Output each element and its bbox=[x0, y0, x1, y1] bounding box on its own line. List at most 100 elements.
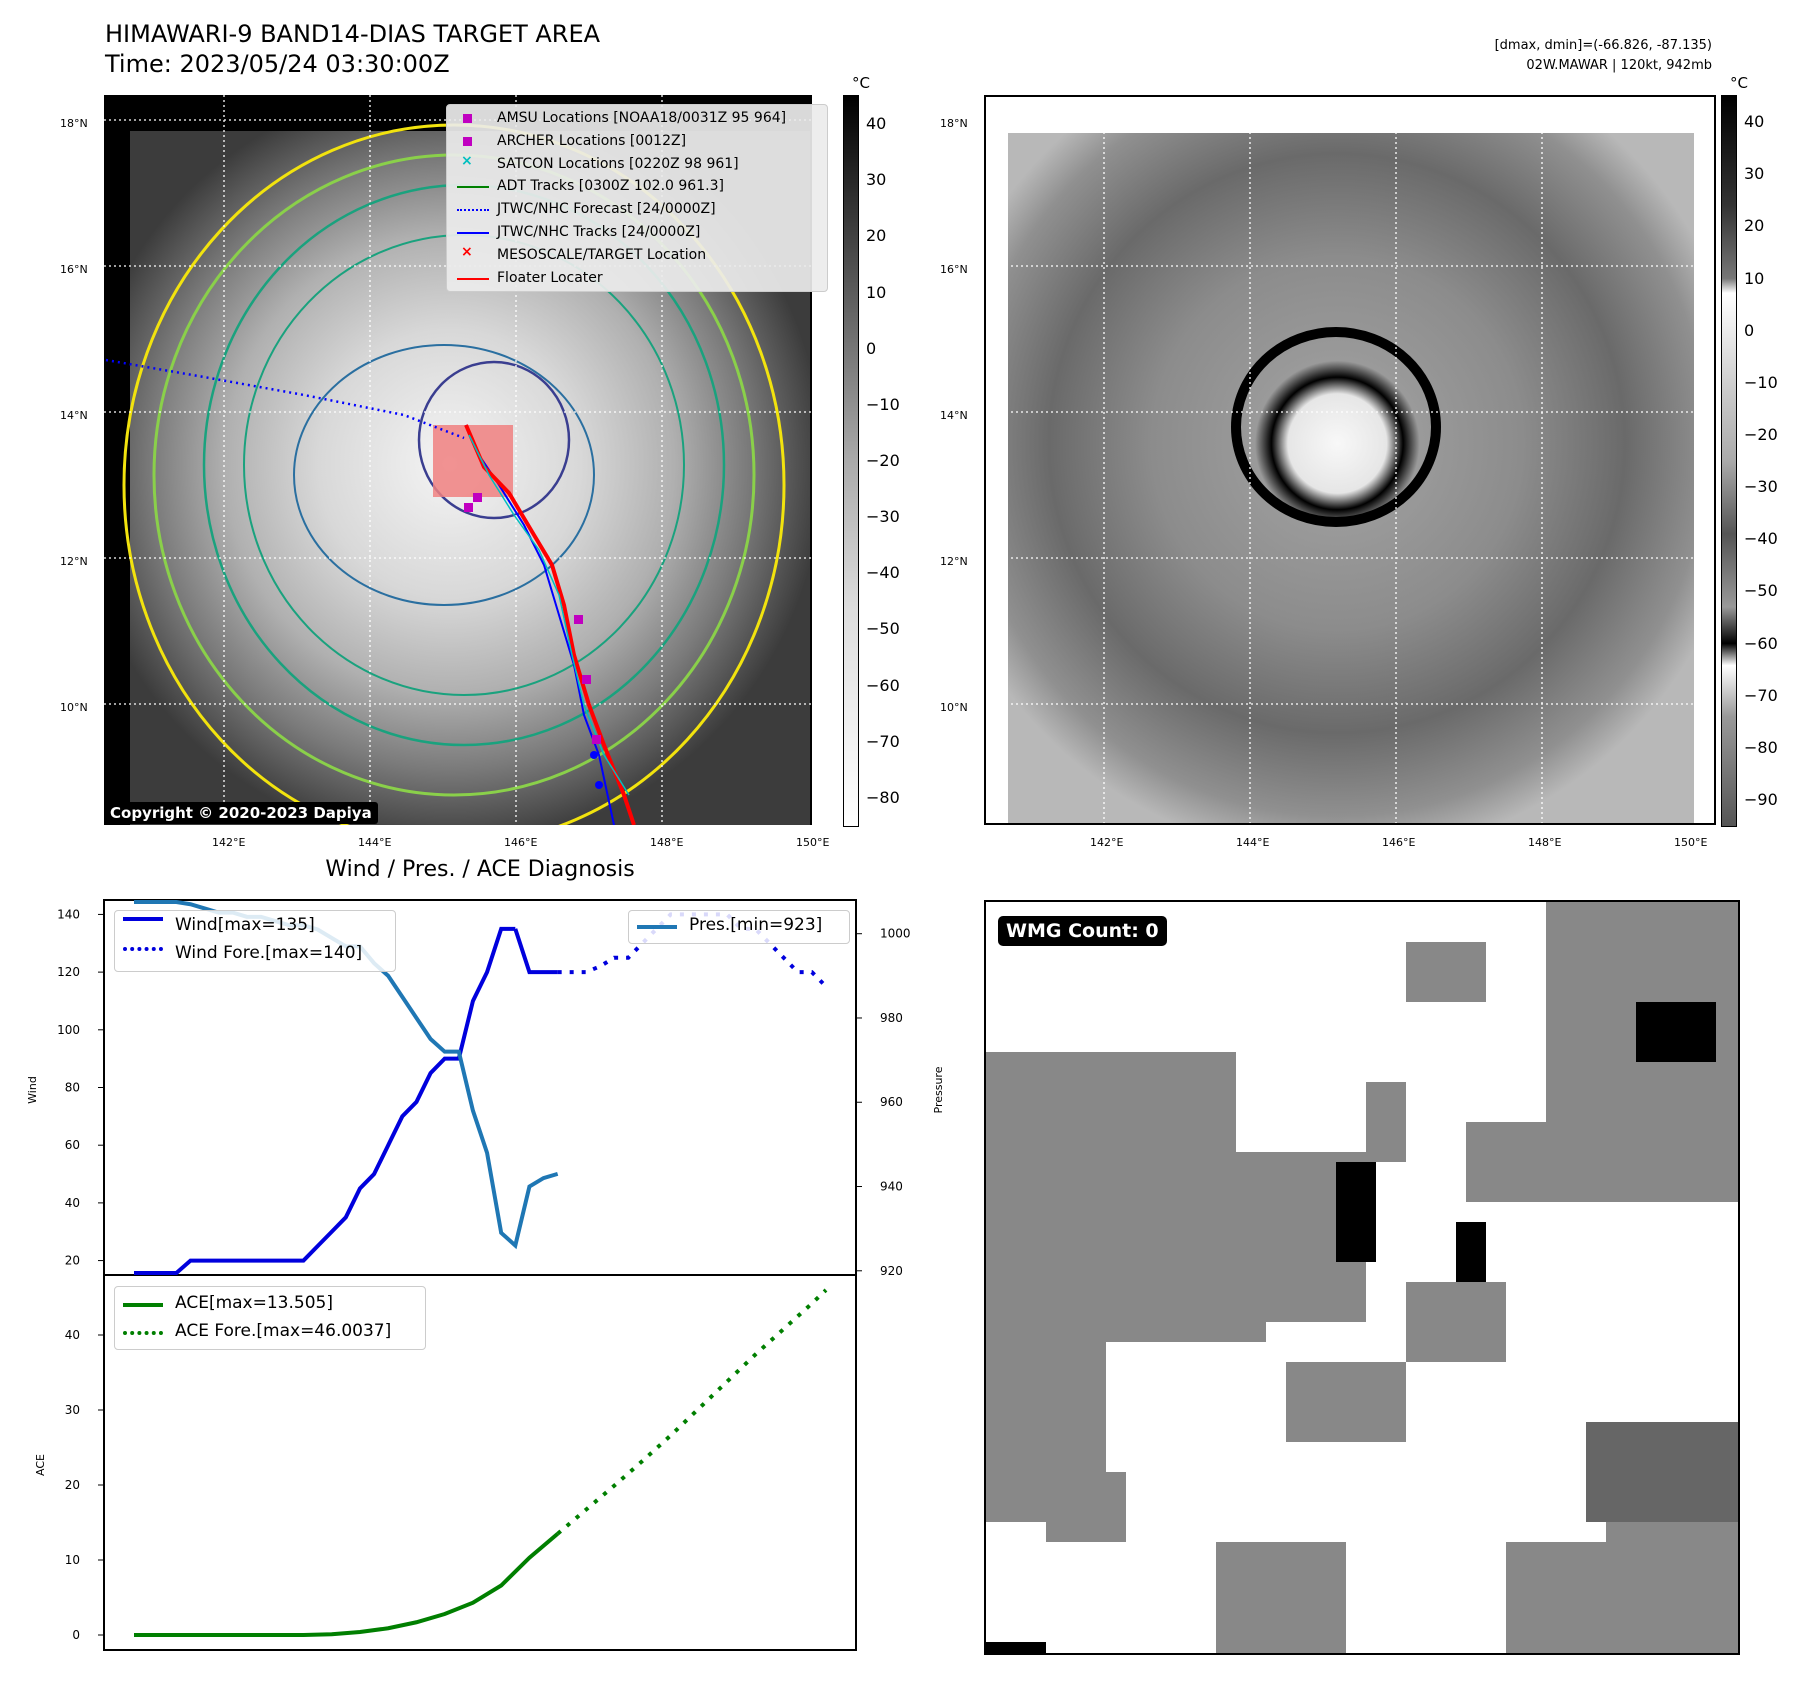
wmg-cell bbox=[1216, 1542, 1346, 1653]
legend-entry: Floater Locater bbox=[447, 269, 825, 289]
legend-entry: ARCHER Locations [0012Z] bbox=[447, 132, 825, 152]
legend-marker bbox=[457, 186, 489, 189]
stats-line-1: [dmax, dmin]=(-66.826, -87.135) bbox=[1494, 38, 1712, 53]
track-point bbox=[595, 781, 603, 789]
series-line bbox=[134, 926, 516, 1275]
colorbar-tick: −20 bbox=[1744, 424, 1778, 444]
legend-label-pres: Pres.[min=923] bbox=[689, 915, 823, 935]
colorbar-tick: 10 bbox=[1744, 268, 1765, 288]
map-legend: AMSU Locations [NOAA18/0031Z 95 964] ARCH… bbox=[446, 104, 828, 292]
lat-label: 10°N bbox=[60, 701, 88, 714]
lat-label: 14°N bbox=[940, 409, 968, 422]
pres-ytick-label: 1000 bbox=[880, 927, 911, 941]
ace-frame bbox=[103, 1274, 857, 1651]
series-line bbox=[513, 928, 558, 975]
pres-ytick-label: 980 bbox=[880, 1011, 903, 1025]
wmg-cell bbox=[1046, 1472, 1126, 1542]
legend-marker: × bbox=[461, 152, 473, 169]
wind-legend: Wind[max=135] Wind Fore.[max=140] bbox=[114, 910, 396, 972]
colorbar-tick: 40 bbox=[1744, 112, 1765, 132]
legend-label-ace-fore: ACE Fore.[max=46.0037] bbox=[175, 1321, 392, 1341]
legend-swatch-ace bbox=[123, 1303, 163, 1307]
pressure-axis-label: Pressure bbox=[932, 1066, 945, 1113]
lat-label: 16°N bbox=[60, 263, 88, 276]
legend-entry: JTWC/NHC Forecast [24/0000Z] bbox=[447, 200, 825, 220]
lon-label: 142°E bbox=[1090, 836, 1124, 849]
colorbar-tick: 30 bbox=[1744, 164, 1765, 184]
colorbar-tick: 0 bbox=[866, 338, 877, 358]
legend-marker bbox=[463, 136, 472, 146]
legend-label: MESOSCALE/TARGET Location bbox=[497, 246, 707, 263]
jtwc-forecast-track bbox=[105, 358, 465, 440]
lon-label: 150°E bbox=[1674, 836, 1708, 849]
ace-ytick-label: 0 bbox=[72, 1628, 80, 1642]
track-point bbox=[590, 751, 598, 759]
floater-track bbox=[464, 424, 636, 826]
legend-swatch-ace-fore bbox=[123, 1331, 163, 1335]
wind-ytick-label: 40 bbox=[65, 1196, 80, 1210]
wmg-cell bbox=[1506, 1542, 1686, 1653]
lon-label: 150°E bbox=[796, 836, 830, 849]
wmg-count-badge: WMG Count: 0 bbox=[998, 916, 1167, 946]
contour-ring bbox=[293, 344, 595, 606]
lat-label: 14°N bbox=[60, 409, 88, 422]
contour-ring bbox=[417, 360, 571, 520]
legend-label: AMSU Locations [NOAA18/0031Z 95 964] bbox=[497, 110, 787, 126]
legend-marker bbox=[457, 277, 489, 280]
wind-ytick-label: 20 bbox=[65, 1254, 80, 1268]
amsu-markers bbox=[464, 493, 601, 744]
colorbar-tick: −30 bbox=[866, 507, 900, 527]
colorbar-tick: 30 bbox=[866, 170, 887, 190]
lon-label: 146°E bbox=[504, 836, 538, 849]
colorbar-left bbox=[843, 95, 859, 827]
pres-ytick-label: 940 bbox=[880, 1180, 903, 1194]
colorbar-tick: −50 bbox=[1744, 581, 1778, 601]
wind-ytick-label: 60 bbox=[65, 1138, 80, 1152]
diagnosis-title: Wind / Pres. / ACE Diagnosis bbox=[325, 857, 635, 882]
series-line bbox=[134, 1532, 559, 1637]
wmg-panel: WMG Count: 0 bbox=[984, 900, 1740, 1655]
amsu-marker bbox=[574, 615, 583, 624]
ace-ytick-label: 20 bbox=[65, 1478, 80, 1492]
colorbar-tick: −10 bbox=[866, 394, 900, 414]
diagnosis-chart: 20 40 60 80 100 120 140 920 940 960 980 1000 0 10 20 30… bbox=[26, 899, 945, 1651]
wmg-cell-black bbox=[1456, 1222, 1486, 1282]
ir-map-right bbox=[984, 95, 1716, 827]
legend-entry: × SATCON Locations [0220Z 98 961] bbox=[447, 152, 825, 175]
lat-label: 12°N bbox=[60, 555, 88, 568]
legend-label: Floater Locater bbox=[497, 269, 603, 286]
legend-entry: × MESOSCALE/TARGET Location bbox=[447, 243, 825, 266]
legend-label: SATCON Locations [0220Z 98 961] bbox=[497, 155, 739, 172]
lon-label: 144°E bbox=[1236, 836, 1270, 849]
pressure-legend: Pres.[min=923] bbox=[628, 910, 850, 944]
amsu-marker bbox=[582, 675, 591, 684]
wind-ytick-label: 140 bbox=[57, 907, 80, 921]
amsu-marker bbox=[464, 503, 473, 512]
colorbar-unit: °C bbox=[852, 74, 870, 92]
pres-ytick-label: 920 bbox=[880, 1264, 903, 1278]
lat-label: 12°N bbox=[940, 555, 968, 568]
legend-label-wind: Wind[max=135] bbox=[175, 915, 315, 935]
stats-line-2: 02W.MAWAR | 120kt, 942mb bbox=[1526, 58, 1712, 73]
colorbar-tick: 20 bbox=[866, 226, 887, 246]
lon-label: 144°E bbox=[358, 836, 392, 849]
legend-entry: JTWC/NHC Tracks [24/0000Z] bbox=[447, 223, 825, 243]
colorbar-tick: −50 bbox=[866, 619, 900, 639]
colorbar-tick: −70 bbox=[866, 731, 900, 751]
ace-ytick-label: 30 bbox=[65, 1403, 80, 1417]
lon-label: 148°E bbox=[650, 836, 684, 849]
series-line bbox=[556, 1288, 828, 1536]
lat-label: 18°N bbox=[940, 117, 968, 130]
lat-label: 10°N bbox=[940, 701, 968, 714]
colorbar-tick: 0 bbox=[1744, 320, 1755, 340]
lon-label: 148°E bbox=[1528, 836, 1562, 849]
eyewall-ring bbox=[1231, 327, 1441, 527]
wind-ytick-label: 80 bbox=[65, 1081, 80, 1095]
ace-legend: ACE[max=13.505] ACE Fore.[max=46.0037] bbox=[114, 1286, 426, 1350]
colorbar-tick: −40 bbox=[866, 563, 900, 583]
wind-ytick-label: 100 bbox=[57, 1023, 80, 1037]
legend-marker: × bbox=[461, 243, 473, 260]
legend-label: JTWC/NHC Forecast [24/0000Z] bbox=[497, 201, 716, 218]
legend-entry: ADT Tracks [0300Z 102.0 961.3] bbox=[447, 177, 825, 197]
map-grid bbox=[986, 97, 1716, 827]
